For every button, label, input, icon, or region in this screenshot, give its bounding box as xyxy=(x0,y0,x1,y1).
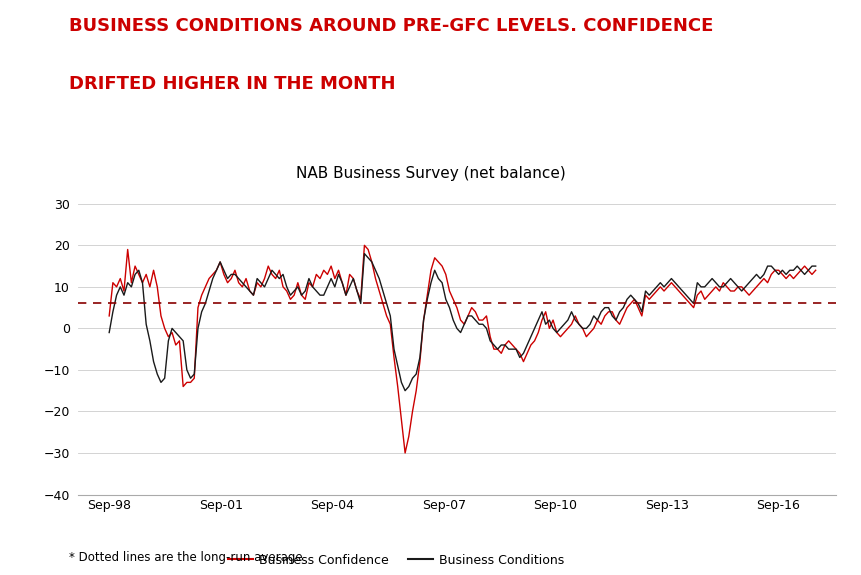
Business Confidence xyxy=(554,334,565,340)
Business Conditions xyxy=(554,325,565,332)
Business Confidence xyxy=(359,242,369,249)
Business Conditions xyxy=(104,329,115,336)
Business Confidence xyxy=(400,450,410,457)
Business Confidence xyxy=(403,433,413,440)
Line: Business Conditions: Business Conditions xyxy=(109,254,815,390)
Text: BUSINESS CONDITIONS AROUND PRE-GFC LEVELS. CONFIDENCE: BUSINESS CONDITIONS AROUND PRE-GFC LEVEL… xyxy=(69,17,713,35)
Business Conditions xyxy=(466,312,476,319)
Text: DRIFTED HIGHER IN THE MONTH: DRIFTED HIGHER IN THE MONTH xyxy=(69,75,395,93)
Business Confidence xyxy=(466,304,476,311)
Line: Business Confidence: Business Confidence xyxy=(109,246,815,453)
Business Conditions xyxy=(400,387,410,394)
Business Conditions xyxy=(359,250,369,257)
Business Conditions xyxy=(403,383,413,390)
Business Conditions xyxy=(189,371,199,378)
Text: NAB Business Survey (net balance): NAB Business Survey (net balance) xyxy=(296,166,565,181)
Business Confidence xyxy=(104,312,115,319)
Text: * Dotted lines are the long-run average.: * Dotted lines are the long-run average. xyxy=(69,550,306,564)
Business Confidence xyxy=(392,383,402,390)
Business Conditions xyxy=(809,263,820,270)
Business Confidence xyxy=(809,267,820,274)
Business Confidence xyxy=(514,350,524,356)
Legend: Business Confidence, Business Conditions: Business Confidence, Business Conditions xyxy=(223,549,568,572)
Business Conditions xyxy=(514,354,524,361)
Business Conditions xyxy=(392,362,402,369)
Business Confidence xyxy=(189,375,199,382)
